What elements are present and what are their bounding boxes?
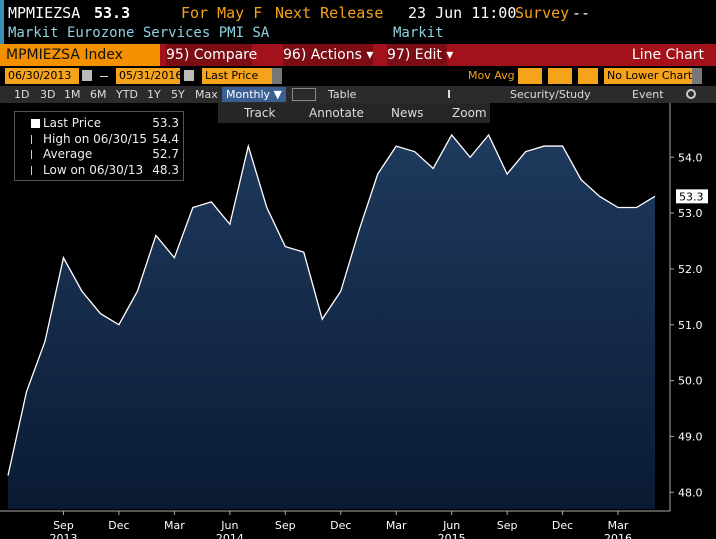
end-date[interactable]: 05/31/2016 xyxy=(116,68,182,84)
period-button[interactable]: 1M xyxy=(64,88,81,101)
x-tick-label: Jun xyxy=(220,519,238,532)
mov-avg-input[interactable] xyxy=(518,68,542,84)
accent-strip xyxy=(0,0,4,44)
tool-button[interactable]: Track xyxy=(244,106,276,120)
x-tick-label: Dec xyxy=(330,519,351,532)
chart-tools xyxy=(218,103,490,123)
survey: -- xyxy=(572,4,591,22)
calendar-icon[interactable] xyxy=(184,70,194,81)
x-tick-label: Dec xyxy=(108,519,129,532)
period-button[interactable]: Max xyxy=(195,88,218,101)
legend-value: 54.4 xyxy=(152,131,179,146)
y-tick-label: 48.0 xyxy=(678,486,703,499)
x-tick-label: Mar xyxy=(608,519,629,532)
x-tick-label: Mar xyxy=(164,519,185,532)
tool-button[interactable]: News xyxy=(391,106,424,120)
survey-label: Survey xyxy=(515,4,570,22)
start-date[interactable]: 06/30/2013 xyxy=(5,68,79,84)
next-release: 23 Jun 11:00 xyxy=(408,4,517,22)
x-tick-label: Jun xyxy=(442,519,460,532)
x-year-label: 2016 xyxy=(604,532,632,539)
period-bar xyxy=(0,86,716,103)
price-line xyxy=(7,133,656,476)
x-year-label: 2013 xyxy=(49,532,77,539)
period-button[interactable]: 6M xyxy=(90,88,107,101)
x-tick-label: Dec xyxy=(552,519,573,532)
last-value-label: 53.3 xyxy=(679,190,704,203)
mov-avg-input[interactable] xyxy=(578,68,598,84)
event-button[interactable]: Event xyxy=(632,88,664,101)
back-icon[interactable] xyxy=(448,90,462,98)
y-tick-label: 53.0 xyxy=(678,207,703,220)
legend: Last Price 53.3 High on 06/30/15 54.4 Averag… xyxy=(14,111,184,181)
mov-avg-input[interactable] xyxy=(548,68,572,84)
security[interactable]: MPMIEZSA Index xyxy=(0,44,160,66)
legend-key xyxy=(31,134,41,144)
actions-button[interactable]: 96) Actions ▾ xyxy=(283,44,373,66)
dropdown-arrow[interactable] xyxy=(692,68,702,84)
next-release-label: Next Release xyxy=(275,4,384,22)
frequency-select[interactable]: Monthly ▼ xyxy=(222,87,286,102)
y-tick-label: 52.0 xyxy=(678,263,703,276)
y-tick-label: 49.0 xyxy=(678,430,703,443)
tool-button[interactable]: Annotate xyxy=(309,106,364,120)
mov-avg-label: Mov Avg xyxy=(468,69,515,82)
period-button[interactable]: 3D xyxy=(40,88,56,101)
legend-key xyxy=(31,165,41,175)
period-button[interactable]: 1D xyxy=(14,88,30,101)
last-value: 53.3 xyxy=(94,4,131,22)
chart-icon[interactable] xyxy=(292,88,316,101)
x-year-label: 2014 xyxy=(216,532,244,539)
y-tick-label: 50.0 xyxy=(678,375,703,388)
x-tick-label: Sep xyxy=(275,519,296,532)
period-button[interactable]: YTD xyxy=(116,88,138,101)
chart-type: Line Chart xyxy=(631,47,704,63)
legend-value: 53.3 xyxy=(152,116,179,130)
security-study-button[interactable]: Security/Study xyxy=(510,88,591,101)
legend-label: High on 06/30/15 xyxy=(43,131,148,146)
last-value-box xyxy=(676,189,708,204)
source: Markit xyxy=(393,25,444,41)
lower-chart-select[interactable]: No Lower Chart xyxy=(604,68,702,84)
description: Markit Eurozone Services PMI SA xyxy=(8,25,270,41)
x-tick-label: Sep xyxy=(497,519,518,532)
legend-label: Low on 06/30/13 xyxy=(43,162,144,177)
period: For May F xyxy=(181,4,263,22)
legend-label: Average xyxy=(43,147,93,161)
x-tick-label: Mar xyxy=(386,519,407,532)
dropdown-arrow[interactable] xyxy=(272,68,282,84)
edit-button[interactable]: 97) Edit ▾ xyxy=(387,44,453,66)
legend-value: 52.7 xyxy=(152,147,179,161)
date-dash xyxy=(100,76,108,77)
x-tick-label: Sep xyxy=(53,519,74,532)
period-button[interactable]: 1Y xyxy=(147,88,161,101)
field-select[interactable]: Last Price xyxy=(202,68,282,84)
area-fill xyxy=(8,134,655,510)
x-year-label: 2015 xyxy=(438,532,466,539)
legend-key xyxy=(31,150,41,159)
period-button[interactable]: 5Y xyxy=(171,88,185,101)
settings-icon[interactable] xyxy=(686,89,696,99)
tool-button[interactable]: Zoom xyxy=(452,106,487,120)
table-button[interactable]: Table xyxy=(328,88,357,101)
legend-key xyxy=(31,119,40,128)
y-tick-label: 54.0 xyxy=(678,151,703,164)
compare-button[interactable]: 95) Compare xyxy=(166,44,257,66)
y-tick-label: 51.0 xyxy=(678,319,703,332)
ticker: MPMIEZSA xyxy=(8,4,81,22)
calendar-icon[interactable] xyxy=(82,70,92,81)
legend-value: 48.3 xyxy=(152,162,179,177)
legend-label: Last Price xyxy=(43,116,102,130)
